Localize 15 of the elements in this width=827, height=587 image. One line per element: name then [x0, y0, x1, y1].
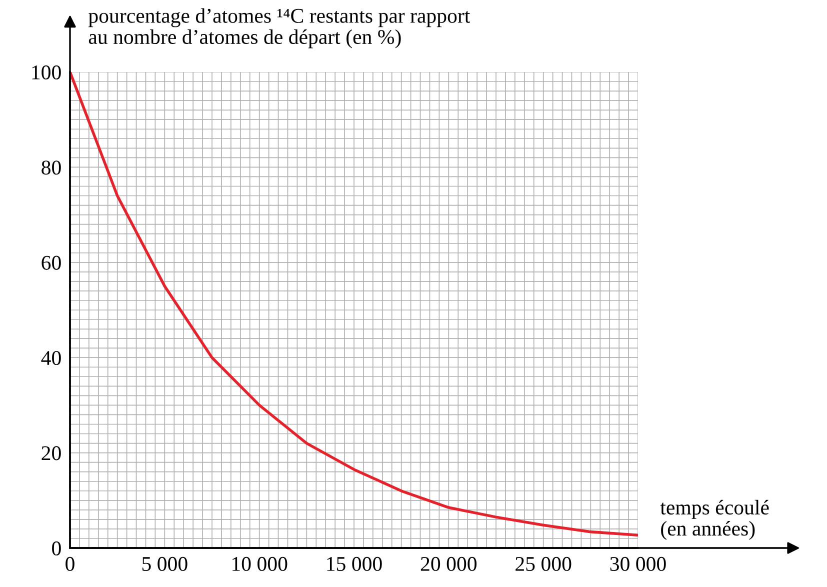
y-tick-label: 40	[41, 350, 61, 366]
x-tick-label: 30 000	[610, 556, 666, 571]
x-axis-title: temps écoulé (en années)	[660, 500, 769, 540]
x-tick-label: 10 000	[232, 556, 288, 571]
x-tick-label: 20 000	[420, 556, 477, 571]
x-tick-label: 0	[66, 556, 74, 571]
y-tick-label: 60	[42, 256, 61, 270]
y-tick-label: 80	[42, 160, 61, 175]
y-tick-label: 0	[52, 541, 61, 556]
x-tick-label: 15 000	[327, 556, 382, 571]
y-tick-label: 100	[32, 65, 61, 80]
y-axis-title: pourcentage d’atomes ¹⁴C restants par rapport au nombre d’atomes de départ (en %)	[88, 8, 470, 48]
x-tick-label: 5 000	[142, 556, 188, 571]
x-tick-label: 25 000	[516, 556, 572, 571]
y-tick-label: 20	[42, 446, 61, 460]
